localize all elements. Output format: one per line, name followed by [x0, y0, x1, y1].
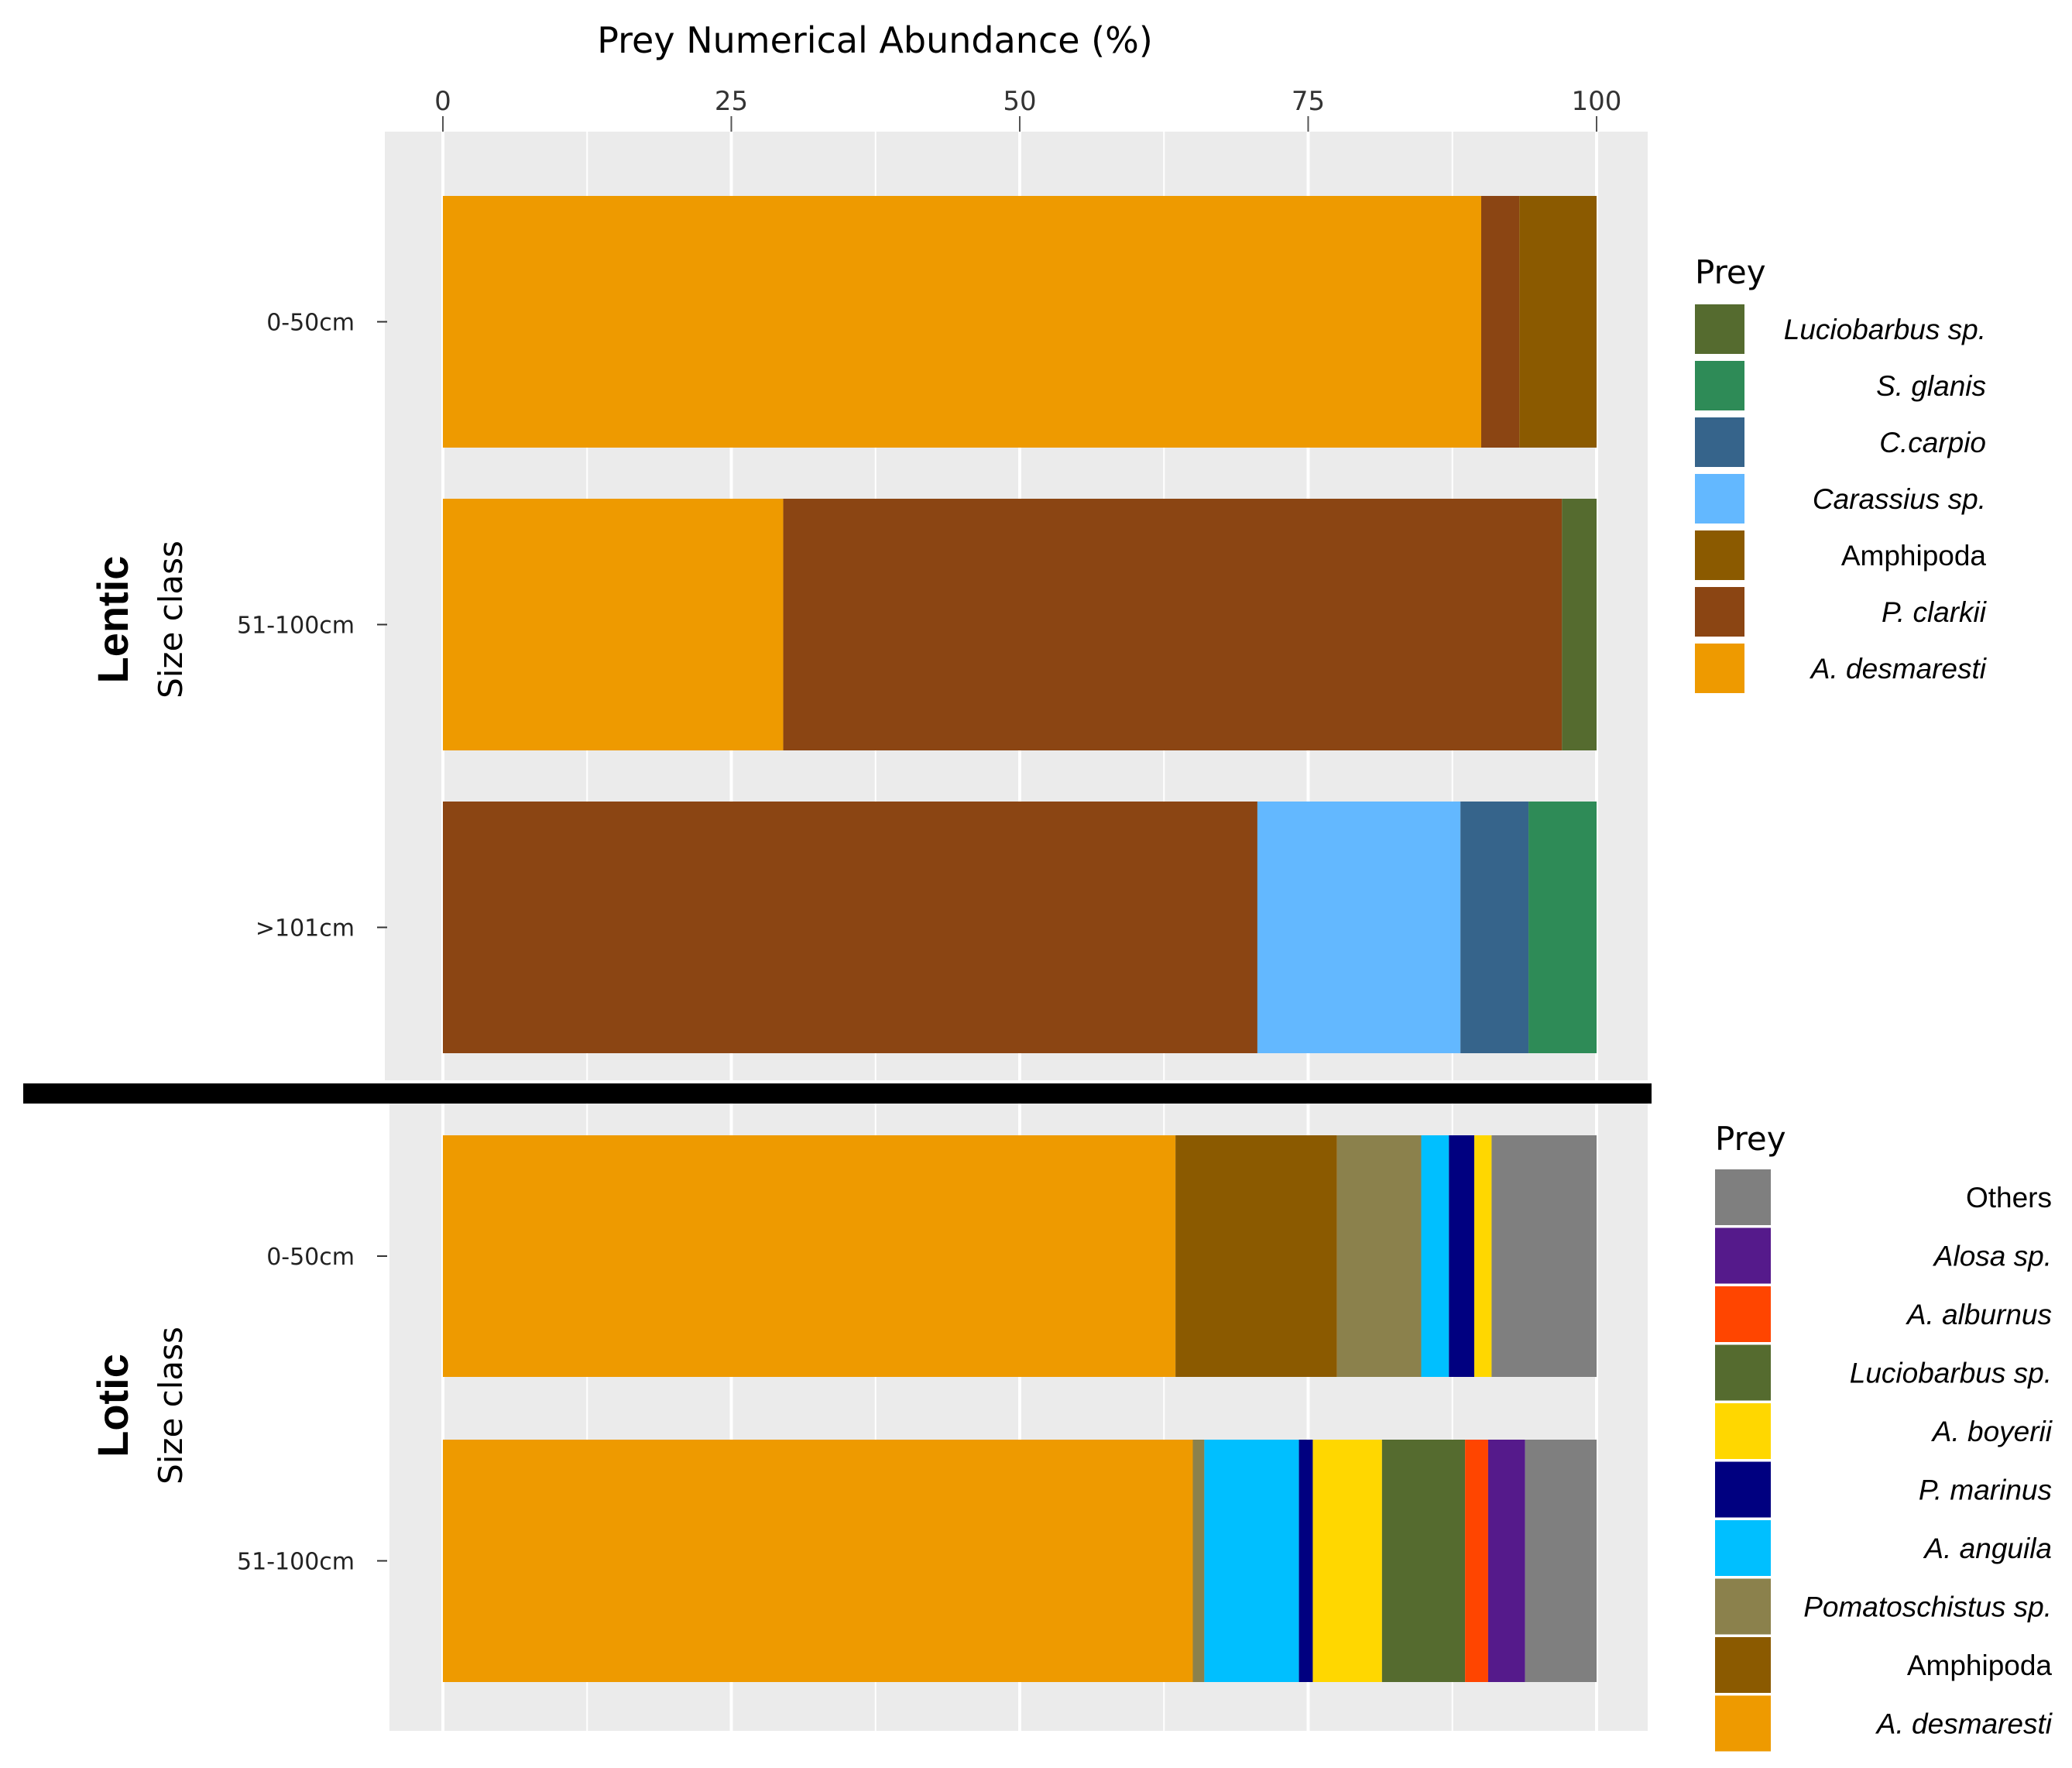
lotic-category-label-51-100cm: 51-100cm	[237, 1549, 355, 1576]
lentic-bar-51-100cm-a-desmaresti	[443, 499, 784, 750]
lotic-legend-swatch-alosa-sp	[1715, 1227, 1771, 1284]
lotic-legend-label-a-alburnus: A. alburnus	[1906, 1299, 2052, 1330]
lentic-bar-101cm-carassius-sp	[1257, 802, 1461, 1053]
lotic-bar-51-100cm-a-boyerii	[1312, 1440, 1382, 1682]
lentic-legend-label-p-clarkii: P. clarkii	[1882, 596, 1988, 628]
lotic-bar-51-100cm-a-alburnus	[1465, 1440, 1488, 1682]
lentic-bar-51-100cm-luciobarbus-sp	[1562, 499, 1597, 750]
x-tick-label-0: 0	[434, 86, 451, 117]
lotic-bar-51-100cm-pomatoschistus-sp	[1192, 1440, 1205, 1682]
lentic-legend-swatch-s-glanis	[1695, 361, 1744, 410]
lotic-legend-label-a-desmaresti: A. desmaresti	[1875, 1708, 2053, 1740]
lotic-legend-swatch-luciobarbus-sp	[1715, 1344, 1771, 1401]
lentic-legend-label-a-desmaresti: A. desmaresti	[1810, 653, 1988, 685]
lentic-legend-label-carassius-sp: Carassius sp.	[1813, 483, 1986, 515]
lentic-bar-0-50cm-p-clarkii	[1481, 196, 1520, 448]
x-tick-label-75: 75	[1292, 86, 1325, 117]
lotic-legend-label-luciobarbus-sp: Luciobarbus sp.	[1850, 1358, 2052, 1389]
lotic-category-labels: 0-50cm 51-100cm	[237, 1244, 387, 1576]
lotic-legend: Prey Others Alosa sp. A. alburnus Luciobarb…	[1715, 1120, 2053, 1752]
lentic-bar-101cm-c-carpio	[1460, 802, 1529, 1053]
x-axis-ticks: 0 25 50 75 100	[434, 86, 1621, 132]
lotic-legend-swatch-others	[1715, 1169, 1771, 1225]
lotic-legend-swatch-a-anguila	[1715, 1520, 1771, 1576]
lotic-legend-swatch-a-boyerii	[1715, 1403, 1771, 1459]
lentic-bar-0-50cm-a-desmaresti	[443, 196, 1481, 448]
x-tick-label-25: 25	[715, 86, 748, 117]
lotic-bar-51-100cm-a-anguila	[1204, 1440, 1299, 1682]
lotic-bar-51-100cm-luciobarbus-sp	[1381, 1440, 1466, 1682]
lotic-legend-label-pomatoschistus-sp: Pomatoschistus sp.	[1803, 1591, 2052, 1623]
lentic-category-label-0-50cm: 0-50cm	[266, 310, 355, 337]
lotic-panel-label: Lotic	[88, 1354, 137, 1457]
lotic-legend-label-p-marinus: P. marinus	[1919, 1474, 2052, 1506]
lentic-panel: 0-50cm 51-100cm >101cm Lentic Size class P…	[88, 132, 1988, 1080]
lentic-category-label-101cm: >101cm	[256, 915, 355, 942]
chart-title: Prey Numerical Abundance (%)	[597, 19, 1153, 61]
lentic-bar-101cm-s-glanis	[1528, 802, 1597, 1053]
lotic-legend-label-a-boyerii: A. boyerii	[1931, 1416, 2053, 1447]
x-tick-label-100: 100	[1572, 86, 1622, 117]
lotic-legend-label-a-anguila: A. anguila	[1923, 1533, 2052, 1564]
lotic-bar-51-100cm-alosa-sp	[1487, 1440, 1525, 1682]
x-tick-label-50: 50	[1003, 86, 1036, 117]
lotic-bar-51-100cm-a-desmaresti	[443, 1440, 1193, 1682]
lentic-bars	[443, 196, 1597, 1053]
lentic-legend-swatch-amphipoda	[1695, 530, 1744, 580]
lentic-legend-label-luciobarbus-sp: Luciobarbus sp.	[1784, 314, 1986, 345]
lotic-bar-51-100cm-p-marinus	[1298, 1440, 1313, 1682]
lentic-legend-swatch-luciobarbus-sp	[1695, 304, 1744, 354]
lentic-legend-swatch-c-carpio	[1695, 417, 1744, 467]
lentic-bar-0-50cm-amphipoda	[1519, 196, 1597, 448]
lotic-legend-swatch-pomatoschistus-sp	[1715, 1578, 1771, 1635]
lentic-panel-label: Lentic	[88, 556, 137, 684]
lotic-panel: 0-50cm 51-100cm Lotic Size class Prey Oth…	[88, 1104, 2053, 1752]
lotic-bar-0-50cm-p-marinus	[1449, 1135, 1475, 1377]
lotic-bar-0-50cm-a-boyerii	[1474, 1135, 1492, 1377]
lotic-bars	[443, 1135, 1597, 1682]
lotic-bar-0-50cm-amphipoda	[1175, 1135, 1337, 1377]
lotic-legend-swatch-a-desmaresti	[1715, 1695, 1771, 1752]
lentic-y-axis-label: Size class	[152, 541, 190, 699]
lentic-legend-title: Prey	[1695, 253, 1766, 291]
lotic-bar-0-50cm-pomatoschistus-sp	[1336, 1135, 1422, 1377]
lotic-legend-swatch-p-marinus	[1715, 1461, 1771, 1518]
lotic-legend-swatch-a-alburnus	[1715, 1286, 1771, 1342]
lentic-legend-swatch-carassius-sp	[1695, 474, 1744, 524]
lotic-legend-label-alosa-sp: Alosa sp.	[1933, 1241, 2052, 1272]
lotic-bar-51-100cm-others	[1525, 1440, 1597, 1682]
lotic-legend-label-others: Others	[1966, 1182, 2052, 1214]
lotic-bar-0-50cm-a-desmaresti	[443, 1135, 1176, 1377]
lentic-category-label-51-100cm: 51-100cm	[237, 613, 355, 640]
lentic-category-labels: 0-50cm 51-100cm >101cm	[237, 310, 387, 942]
lotic-legend-label-amphipoda: Amphipoda	[1907, 1650, 2053, 1681]
panel-divider	[23, 1083, 1652, 1104]
lentic-legend-label-s-glanis: S. glanis	[1876, 370, 1986, 402]
lentic-legend: Prey Luciobarbus sp. S. glanis C.carpio Car…	[1695, 253, 1988, 693]
lotic-bar-0-50cm-others	[1491, 1135, 1597, 1377]
lotic-legend-title: Prey	[1715, 1120, 1786, 1158]
lentic-legend-swatch-p-clarkii	[1695, 587, 1744, 637]
lentic-bar-51-100cm-p-clarkii	[783, 499, 1563, 750]
lentic-legend-swatch-a-desmaresti	[1695, 644, 1744, 693]
lentic-bar-101cm-p-clarkii	[443, 802, 1257, 1053]
lotic-category-label-0-50cm: 0-50cm	[266, 1244, 355, 1271]
lentic-legend-label-c-carpio: C.carpio	[1879, 427, 1986, 458]
lentic-legend-label-amphipoda: Amphipoda	[1841, 540, 1987, 572]
lotic-y-axis-label: Size class	[152, 1327, 190, 1485]
lotic-legend-swatch-amphipoda	[1715, 1637, 1771, 1693]
lotic-bar-0-50cm-a-anguila	[1421, 1135, 1449, 1377]
